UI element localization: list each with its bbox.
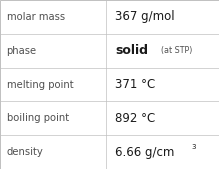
Text: 371 °C: 371 °C	[115, 78, 155, 91]
Text: boiling point: boiling point	[7, 113, 69, 123]
Text: 3: 3	[192, 144, 196, 150]
Text: phase: phase	[7, 46, 37, 56]
Text: (at STP): (at STP)	[161, 46, 192, 55]
Text: 367 g/mol: 367 g/mol	[115, 10, 175, 23]
Text: melting point: melting point	[7, 79, 73, 90]
Text: density: density	[7, 147, 43, 157]
Text: molar mass: molar mass	[7, 12, 65, 22]
Text: 6.66 g/cm: 6.66 g/cm	[115, 146, 174, 159]
Text: solid: solid	[115, 44, 148, 57]
Text: 892 °C: 892 °C	[115, 112, 155, 125]
